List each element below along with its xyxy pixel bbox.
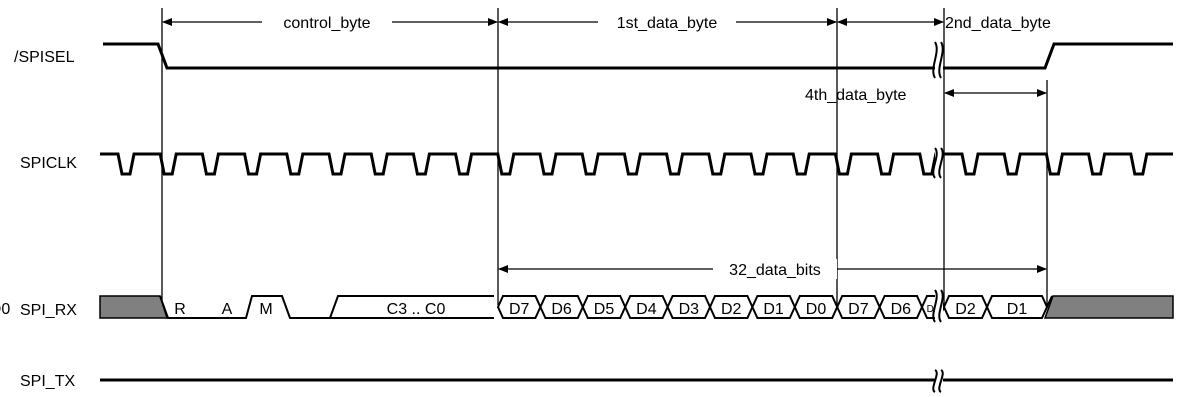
rx-byte1-bit: D5 bbox=[594, 301, 615, 318]
break-squiggle bbox=[938, 147, 944, 179]
signal-label-spi-rx: SPI_RX bbox=[20, 302, 77, 319]
rx-byte4-bit: D0 bbox=[0, 301, 10, 318]
dim-label-bg bbox=[713, 259, 837, 279]
spiclk-waveform bbox=[100, 152, 1173, 176]
rx-data-cell bbox=[1046, 295, 1053, 308]
second-data-byte-label: 2nd_data_byte bbox=[945, 15, 1051, 32]
dim-label-bg bbox=[262, 12, 392, 32]
rx-byte1-bit: D0 bbox=[806, 301, 827, 318]
break-gap bbox=[935, 290, 943, 322]
break-squiggle bbox=[932, 369, 938, 393]
fourth-data-byte-label: 4th_data_byte bbox=[805, 87, 907, 104]
rx-bit-m: M bbox=[259, 301, 272, 318]
spi-rx-bus: R A M C3 .. C0 D7 D6 D5 D4 D3 D2 D1 D0 D7 D6 D5 D2 D… bbox=[0, 295, 1174, 319]
rx-byte2-bit: D7 bbox=[848, 301, 869, 318]
rx-undefined-start bbox=[99, 295, 169, 319]
dim-label-bg bbox=[598, 12, 736, 32]
rx-byte1-bit: D1 bbox=[763, 301, 784, 318]
break-gap bbox=[935, 370, 943, 392]
break-gap bbox=[935, 148, 943, 178]
rx-byte1-bit: D7 bbox=[509, 301, 530, 318]
control-byte-label: control_byte bbox=[283, 15, 370, 32]
break-squiggle bbox=[932, 289, 938, 323]
break-squiggle bbox=[932, 41, 938, 79]
rx-byte4-bit: D1 bbox=[1007, 301, 1028, 318]
data-bits-label: 32_data_bits bbox=[729, 262, 821, 279]
break-gap bbox=[935, 42, 943, 78]
break-squiggle bbox=[938, 289, 944, 323]
signal-label-spi-tx: SPI_TX bbox=[20, 373, 75, 390]
rx-bit-a: A bbox=[222, 301, 233, 318]
time-break-markers bbox=[932, 41, 944, 393]
rx-partial-bit: D2 bbox=[955, 301, 976, 318]
signal-label-spiclk: SPICLK bbox=[20, 155, 77, 172]
rx-control-waveform bbox=[159, 295, 494, 319]
rx-bit-r: R bbox=[174, 301, 186, 318]
break-squiggle bbox=[938, 41, 944, 79]
break-squiggle bbox=[938, 369, 944, 393]
rx-byte1-bit: D6 bbox=[551, 301, 572, 318]
break-squiggle bbox=[932, 147, 938, 179]
rx-byte1-bit: D4 bbox=[636, 301, 657, 318]
signal-label-spisel: /SPISEL bbox=[14, 49, 75, 66]
first-data-byte-label: 1st_data_byte bbox=[617, 15, 718, 32]
rx-byte1-bit: D2 bbox=[721, 301, 742, 318]
rx-byte1-bit: D3 bbox=[679, 301, 700, 318]
rx-byte2-bit: D6 bbox=[891, 301, 912, 318]
rx-bits-c: C3 .. C0 bbox=[387, 301, 446, 318]
rx-undefined-end bbox=[1043, 295, 1174, 319]
spisel-waveform bbox=[103, 42, 1173, 70]
